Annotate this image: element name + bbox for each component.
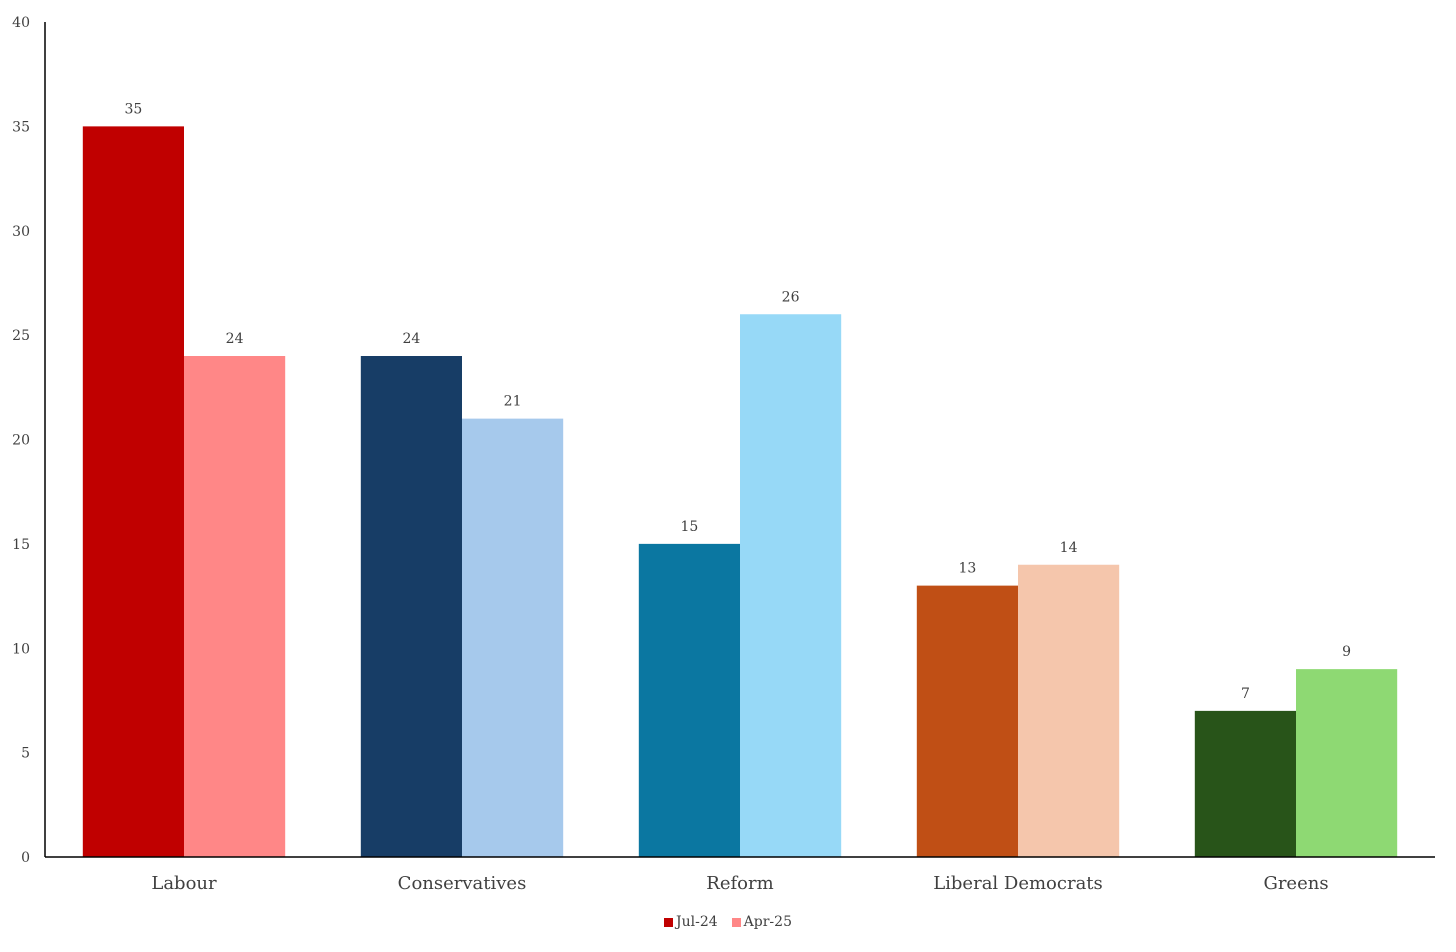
bar-conservatives-jul-24 (360, 356, 462, 857)
category-labels: Labour Conservatives Reform Liberal Democra… (151, 873, 1328, 894)
data-label: 15 (680, 519, 698, 535)
y-tick-label: 25 (12, 328, 30, 344)
y-tick-label: 5 (21, 746, 30, 762)
bars (82, 126, 1398, 857)
y-tick-label: 20 (12, 433, 30, 449)
data-label: 24 (402, 331, 420, 347)
bar-greens-apr-25 (1296, 669, 1398, 857)
category-label: Labour (151, 873, 217, 894)
y-tick-label: 15 (12, 537, 30, 553)
bar-liberal-democrats-apr-25 (1018, 564, 1120, 857)
bar-conservatives-apr-25 (462, 418, 564, 857)
bar-reform-jul-24 (638, 543, 740, 857)
legend-item: Apr-25 (731, 914, 792, 930)
legend: Jul-24 Apr-25 (0, 914, 1456, 930)
bar-reform-apr-25 (740, 314, 842, 857)
category-label: Greens (1263, 873, 1328, 894)
y-tick-label: 30 (12, 224, 30, 240)
y-tick-label: 35 (12, 119, 30, 135)
data-label: 21 (504, 394, 522, 410)
data-label: 24 (226, 331, 244, 347)
data-label: 35 (124, 101, 142, 117)
bar-liberal-democrats-jul-24 (916, 585, 1018, 857)
bar-greens-jul-24 (1194, 710, 1296, 857)
y-axis-ticks: 0 5 10 15 20 25 30 35 40 (12, 15, 30, 866)
legend-item: Jul-24 (664, 914, 718, 930)
legend-label: Apr-25 (743, 914, 792, 930)
legend-swatch (731, 917, 741, 927)
bar-labour-jul-24 (82, 126, 184, 857)
category-label: Reform (706, 873, 773, 894)
y-tick-label: 40 (12, 15, 30, 31)
category-label: Conservatives (398, 873, 527, 894)
data-label: 26 (782, 289, 800, 305)
bar-labour-apr-25 (184, 356, 286, 857)
data-labels: 35 24 24 21 15 26 13 14 7 9 (124, 101, 1351, 702)
data-label: 13 (958, 561, 976, 577)
legend-swatch (664, 917, 674, 927)
legend-label: Jul-24 (676, 914, 718, 930)
data-label: 7 (1241, 686, 1250, 702)
data-label: 14 (1060, 540, 1078, 556)
y-tick-label: 10 (12, 641, 30, 657)
data-label: 9 (1342, 644, 1351, 660)
y-tick-label: 0 (21, 850, 30, 866)
category-label: Liberal Democrats (933, 873, 1103, 894)
